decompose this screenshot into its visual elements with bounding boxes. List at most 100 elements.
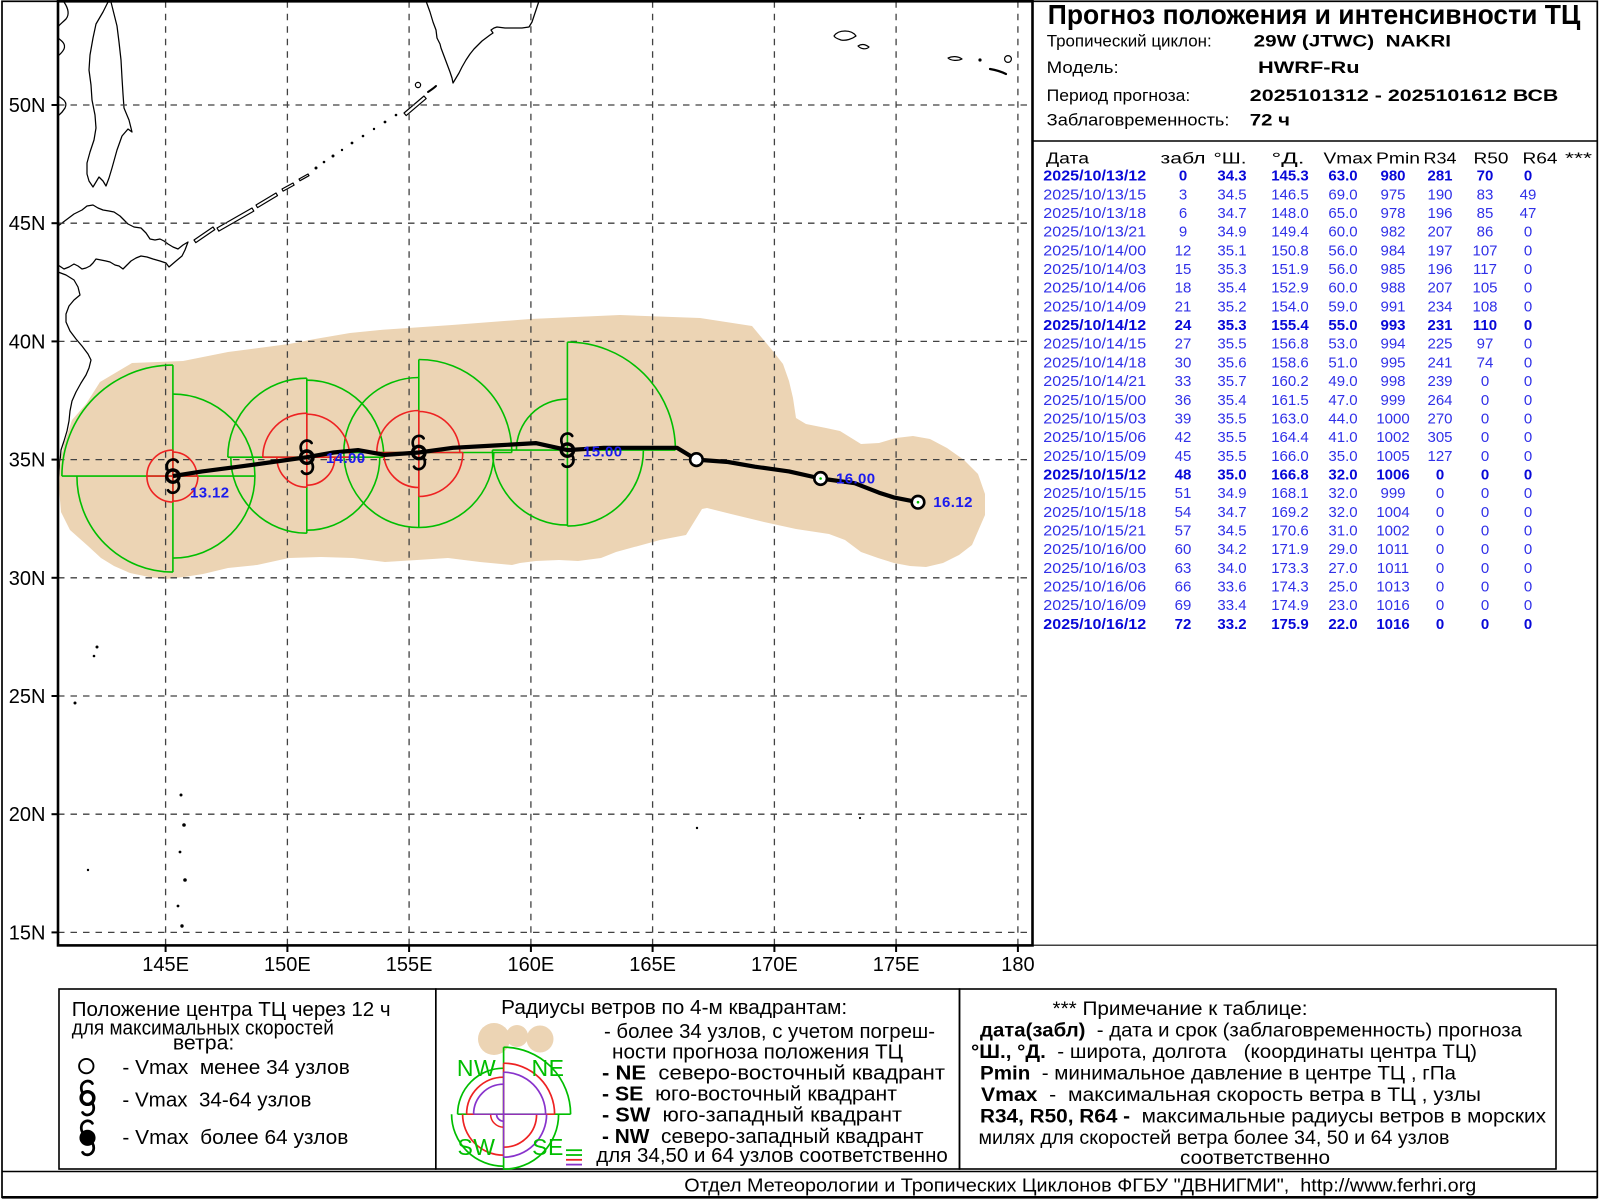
svg-text:34.0: 34.0 bbox=[1217, 560, 1246, 577]
svg-text:***: *** bbox=[1565, 150, 1592, 167]
svg-text:51: 51 bbox=[1175, 485, 1192, 502]
svg-text:180: 180 bbox=[1001, 954, 1034, 976]
svg-text:30: 30 bbox=[1175, 354, 1192, 371]
svg-text:24: 24 bbox=[1175, 317, 1192, 334]
svg-text:34.5: 34.5 bbox=[1217, 186, 1246, 203]
svg-text:145.3: 145.3 bbox=[1271, 168, 1309, 185]
svg-text:174.3: 174.3 bbox=[1271, 579, 1309, 596]
svg-text:999: 999 bbox=[1380, 485, 1405, 502]
svg-text:2025/10/14/09: 2025/10/14/09 bbox=[1043, 298, 1146, 315]
svg-text:25N: 25N bbox=[9, 686, 46, 708]
svg-text:Тропический циклон:: Тропический циклон: bbox=[1047, 32, 1212, 51]
svg-text:197: 197 bbox=[1427, 242, 1452, 259]
svg-text:165E: 165E bbox=[629, 954, 676, 976]
svg-text:0: 0 bbox=[1436, 485, 1444, 502]
svg-text:14.00: 14.00 bbox=[326, 450, 366, 467]
svg-text:0: 0 bbox=[1524, 298, 1532, 315]
svg-text:0: 0 bbox=[1524, 373, 1532, 390]
svg-text:69: 69 bbox=[1175, 597, 1192, 614]
svg-text:34.7: 34.7 bbox=[1217, 504, 1246, 521]
svg-text:0: 0 bbox=[1481, 597, 1489, 614]
svg-text:305: 305 bbox=[1427, 429, 1452, 446]
svg-text:34.7: 34.7 bbox=[1217, 205, 1246, 222]
svg-text:239: 239 bbox=[1427, 373, 1452, 390]
svg-text:168.1: 168.1 bbox=[1271, 485, 1309, 502]
svg-text:32.0: 32.0 bbox=[1328, 504, 1357, 521]
svg-text:16.00: 16.00 bbox=[836, 471, 876, 488]
svg-text:0: 0 bbox=[1481, 373, 1489, 390]
svg-text:0: 0 bbox=[1524, 168, 1532, 185]
svg-text:51.0: 51.0 bbox=[1328, 354, 1357, 371]
svg-text:0: 0 bbox=[1481, 410, 1489, 427]
svg-text:0: 0 bbox=[1524, 429, 1532, 446]
svg-text:дата(забл) - дата и срок (заб: дата(забл) - дата и срок (заблаговременн… bbox=[980, 1021, 1522, 1042]
svg-text:34.9: 34.9 bbox=[1217, 485, 1246, 502]
svg-text:241: 241 bbox=[1427, 354, 1452, 371]
svg-text:Vmax - максимальная скорос: Vmax - максимальная скорость ветра в ТЦ … bbox=[981, 1085, 1481, 1106]
svg-text:29.0: 29.0 bbox=[1328, 541, 1357, 558]
svg-text:0: 0 bbox=[1436, 541, 1444, 558]
svg-text:160E: 160E bbox=[508, 954, 555, 976]
svg-text:2025/10/14/21: 2025/10/14/21 bbox=[1043, 373, 1146, 390]
svg-text:R34: R34 bbox=[1424, 150, 1457, 167]
svg-text:55.0: 55.0 bbox=[1328, 317, 1357, 334]
svg-text:45N: 45N bbox=[9, 213, 46, 235]
svg-text:1016: 1016 bbox=[1376, 616, 1409, 633]
svg-text:33.6: 33.6 bbox=[1217, 579, 1246, 596]
svg-text:ности прогноза положения ТЦ: ности прогноза положения ТЦ bbox=[612, 1042, 903, 1064]
svg-text:0: 0 bbox=[1524, 541, 1532, 558]
svg-text:2025/10/13/18: 2025/10/13/18 bbox=[1043, 205, 1146, 222]
svg-text:158.6: 158.6 bbox=[1271, 354, 1309, 371]
svg-text:2025/10/16/09: 2025/10/16/09 bbox=[1043, 597, 1146, 614]
svg-text:0: 0 bbox=[1524, 410, 1532, 427]
svg-text:264: 264 bbox=[1427, 392, 1452, 409]
svg-text:Отдел Метеорологии и Тропическ: Отдел Метеорологии и Тропических Циклоно… bbox=[684, 1176, 1476, 1196]
svg-text:234: 234 bbox=[1427, 298, 1452, 315]
svg-text:0: 0 bbox=[1481, 392, 1489, 409]
svg-text:0: 0 bbox=[1524, 224, 1532, 241]
svg-text:1000: 1000 bbox=[1376, 410, 1409, 427]
svg-text:995: 995 bbox=[1380, 354, 1405, 371]
svg-text:- SW юго-западный квадрант: - SW юго-западный квадрант bbox=[602, 1105, 902, 1127]
svg-text:0: 0 bbox=[1524, 280, 1532, 297]
svg-text:12: 12 bbox=[1175, 242, 1192, 259]
svg-text:9: 9 bbox=[1179, 224, 1187, 241]
svg-text:169.2: 169.2 bbox=[1271, 504, 1309, 521]
svg-text:- Vmax менее 34 узлов: - Vmax менее 34 узлов bbox=[122, 1057, 349, 1079]
svg-text:1011: 1011 bbox=[1377, 560, 1409, 577]
svg-text:66: 66 bbox=[1175, 579, 1192, 596]
svg-text:0: 0 bbox=[1524, 392, 1532, 409]
svg-text:994: 994 bbox=[1380, 336, 1405, 353]
svg-text:NW: NW bbox=[457, 1055, 496, 1081]
svg-text:2025/10/15/03: 2025/10/15/03 bbox=[1043, 410, 1146, 427]
svg-text:0: 0 bbox=[1524, 579, 1532, 596]
svg-text:150.8: 150.8 bbox=[1271, 242, 1309, 259]
svg-text:23.0: 23.0 bbox=[1328, 597, 1357, 614]
svg-text:- Vmax более 64 узлов: - Vmax более 64 узлов bbox=[122, 1127, 348, 1149]
svg-text:2025/10/15/09: 2025/10/15/09 bbox=[1043, 448, 1146, 465]
svg-text:69.0: 69.0 bbox=[1328, 186, 1357, 203]
svg-text:166.0: 166.0 bbox=[1271, 448, 1309, 465]
svg-text:35N: 35N bbox=[9, 450, 46, 472]
svg-text:2025101312 - 2025101612 ВСВ: 2025101312 - 2025101612 ВСВ bbox=[1250, 86, 1559, 105]
svg-text:63.0: 63.0 bbox=[1328, 168, 1357, 185]
svg-text:231: 231 bbox=[1427, 317, 1452, 334]
svg-text:Прогноз положения и интенсивно: Прогноз положения и интенсивности ТЦ bbox=[1048, 0, 1581, 30]
svg-text:146.5: 146.5 bbox=[1271, 186, 1309, 203]
svg-text:1002: 1002 bbox=[1376, 523, 1409, 540]
svg-text:1005: 1005 bbox=[1376, 448, 1409, 465]
svg-text:196: 196 bbox=[1427, 205, 1452, 222]
svg-text:0: 0 bbox=[1524, 597, 1532, 614]
svg-text:3: 3 bbox=[1179, 186, 1187, 203]
svg-text:154.0: 154.0 bbox=[1271, 298, 1309, 315]
svg-text:1011: 1011 bbox=[1377, 541, 1409, 558]
svg-text:0: 0 bbox=[1481, 523, 1489, 540]
svg-text:0: 0 bbox=[1524, 485, 1532, 502]
svg-text:72: 72 bbox=[1175, 616, 1192, 633]
svg-text:1004: 1004 bbox=[1376, 504, 1409, 521]
svg-text:°Ш., °Д. - широта, долгота: °Ш., °Д. - широта, долгота (координаты ц… bbox=[971, 1042, 1477, 1063]
svg-text:975: 975 bbox=[1380, 186, 1405, 203]
svg-text:60.0: 60.0 bbox=[1328, 280, 1357, 297]
svg-text:161.5: 161.5 bbox=[1271, 392, 1309, 409]
svg-text:13.12: 13.12 bbox=[190, 484, 230, 501]
